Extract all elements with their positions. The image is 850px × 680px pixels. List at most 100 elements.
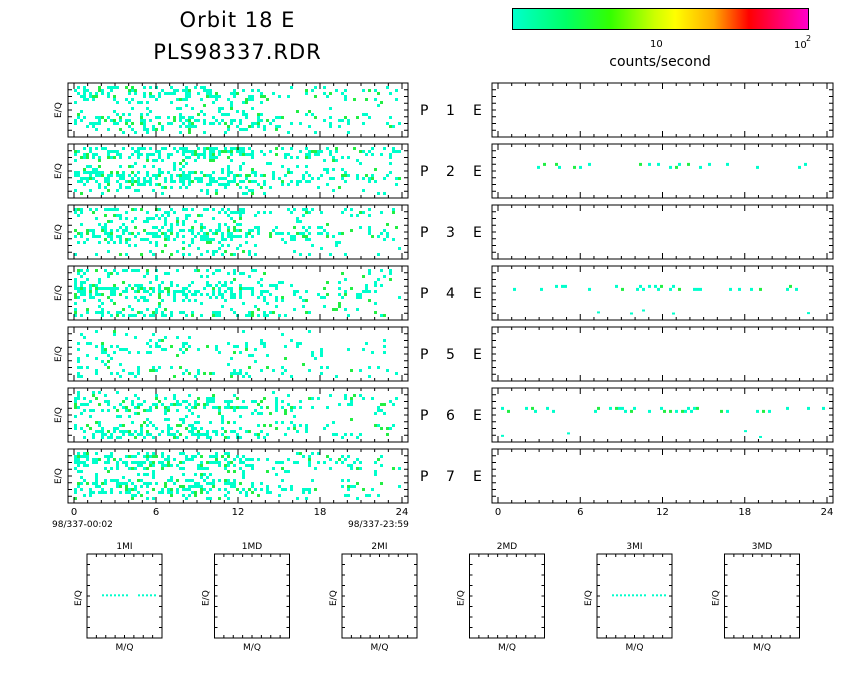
count-cell bbox=[131, 180, 134, 183]
count-cell bbox=[170, 223, 173, 226]
count-cell bbox=[251, 269, 254, 272]
count-cell bbox=[224, 458, 227, 461]
count-cell bbox=[371, 153, 374, 156]
count-cell bbox=[128, 119, 131, 122]
count-cell bbox=[227, 342, 230, 345]
count-cell bbox=[251, 458, 254, 461]
count-cell bbox=[224, 147, 227, 150]
count-cell bbox=[227, 461, 230, 464]
mq-y-axis-label: E/Q bbox=[74, 590, 84, 606]
count-cell bbox=[392, 150, 395, 153]
count-cell bbox=[77, 208, 80, 211]
count-cell bbox=[110, 220, 113, 223]
count-cell bbox=[182, 171, 185, 174]
count-cell bbox=[290, 339, 293, 342]
count-cell bbox=[239, 235, 242, 238]
count-cell bbox=[182, 342, 185, 345]
count-cell bbox=[194, 86, 197, 89]
mq-x-axis-label: M/Q bbox=[498, 643, 516, 653]
count-cell bbox=[161, 128, 164, 131]
count-cell bbox=[185, 104, 188, 107]
count-cell bbox=[194, 375, 197, 378]
count-cell bbox=[212, 171, 215, 174]
count-cell bbox=[206, 430, 209, 433]
count-cell bbox=[107, 180, 110, 183]
count-cell bbox=[182, 400, 185, 403]
count-cell bbox=[239, 351, 242, 354]
count-cell bbox=[107, 275, 110, 278]
count-cell bbox=[158, 217, 161, 220]
count-cell bbox=[143, 314, 146, 317]
count-cell bbox=[131, 497, 134, 500]
count-cell bbox=[227, 363, 230, 366]
count-cell bbox=[143, 180, 146, 183]
count-cell bbox=[191, 491, 194, 494]
count-cell bbox=[224, 122, 227, 125]
count-cell bbox=[245, 192, 248, 195]
count-cell bbox=[137, 189, 140, 192]
count-cell bbox=[230, 147, 233, 150]
count-cell bbox=[726, 409, 729, 413]
count-cell bbox=[134, 461, 137, 464]
count-cell bbox=[104, 223, 107, 226]
count-cell bbox=[164, 217, 167, 220]
count-cell bbox=[197, 348, 200, 351]
count-cell bbox=[116, 314, 119, 317]
count-cell bbox=[215, 250, 218, 253]
count-cell bbox=[212, 430, 215, 433]
count-cell bbox=[260, 369, 263, 372]
count-cell bbox=[182, 153, 185, 156]
count-cell bbox=[161, 281, 164, 284]
count-cell bbox=[74, 461, 77, 464]
count-cell bbox=[137, 156, 140, 159]
count-cell bbox=[356, 159, 359, 162]
count-cell bbox=[209, 89, 212, 92]
count-cell bbox=[110, 467, 113, 470]
count-cell bbox=[161, 192, 164, 195]
count-cell bbox=[197, 436, 200, 439]
count-cell bbox=[173, 92, 176, 95]
count-cell bbox=[242, 211, 245, 214]
count-cell bbox=[215, 192, 218, 195]
count-cell bbox=[98, 430, 101, 433]
count-cell bbox=[227, 406, 230, 409]
count-cell bbox=[326, 424, 329, 427]
count-cell bbox=[630, 312, 633, 315]
count-cell bbox=[119, 116, 122, 119]
count-cell bbox=[188, 122, 191, 125]
count-cell bbox=[194, 403, 197, 406]
count-cell bbox=[74, 406, 77, 409]
count-cell bbox=[170, 174, 173, 177]
count-cell bbox=[155, 311, 158, 314]
count-cell bbox=[257, 119, 260, 122]
count-cell bbox=[131, 433, 134, 436]
count-cell bbox=[80, 470, 83, 473]
count-cell bbox=[212, 177, 215, 180]
count-cell bbox=[152, 476, 155, 479]
count-cell bbox=[173, 147, 176, 150]
count-cell bbox=[170, 226, 173, 229]
count-cell bbox=[305, 299, 308, 302]
count-cell bbox=[182, 452, 185, 455]
count-cell bbox=[323, 159, 326, 162]
count-cell bbox=[86, 153, 89, 156]
count-cell bbox=[206, 269, 209, 272]
count-cell bbox=[344, 494, 347, 497]
count-cell bbox=[507, 409, 510, 413]
count-cell bbox=[191, 427, 194, 430]
count-cell bbox=[86, 458, 89, 461]
count-cell bbox=[116, 372, 119, 375]
count-cell bbox=[227, 174, 230, 177]
count-cell bbox=[807, 312, 810, 315]
count-cell bbox=[194, 235, 197, 238]
count-cell bbox=[110, 488, 113, 491]
count-cell bbox=[182, 311, 185, 314]
count-cell bbox=[161, 159, 164, 162]
count-cell bbox=[245, 113, 248, 116]
count-cell bbox=[80, 284, 83, 287]
count-cell bbox=[302, 177, 305, 180]
count-cell bbox=[365, 342, 368, 345]
count-cell bbox=[128, 232, 131, 235]
right-x-tick-label: 24 bbox=[821, 507, 834, 518]
